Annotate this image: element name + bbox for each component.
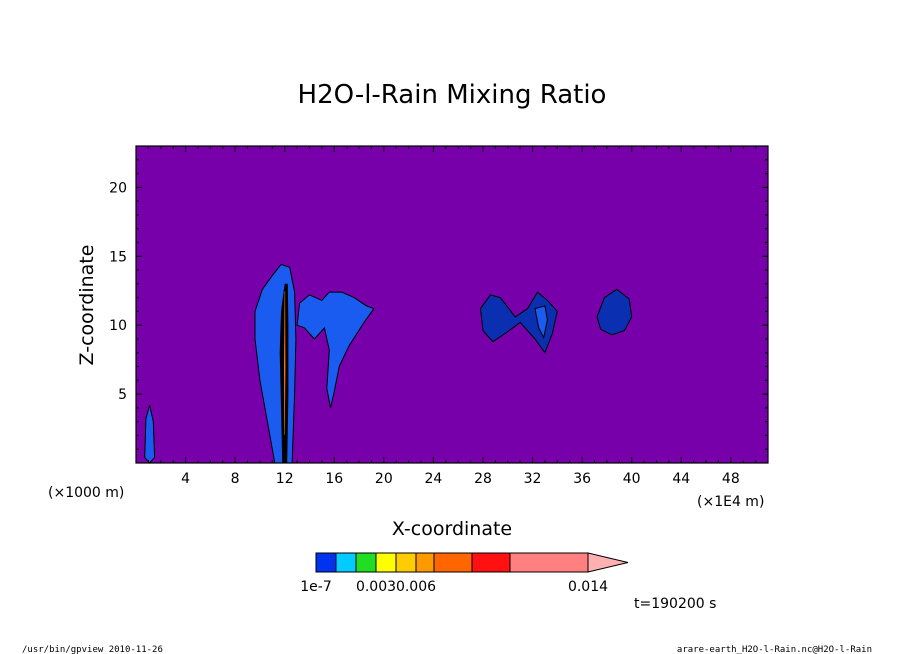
x-axis: 4 8 12 16 20 24 28 32 36 40 44 48 <box>147 146 757 487</box>
plot-area <box>135 145 769 464</box>
y-tick-label: 5 <box>118 387 127 403</box>
contour-region-cloud-16 <box>296 291 375 409</box>
x-unit-right: (×1E4 m) <box>697 494 764 510</box>
colorbar-swatch <box>433 552 473 573</box>
x-tick-label: 16 <box>325 471 343 487</box>
x-tick-label: 24 <box>424 471 442 487</box>
footer-right: arare-earth_H2O-l-Rain.nc@H2O-l-Rain <box>677 645 872 654</box>
colorbar-swatch <box>471 552 511 573</box>
x-tick-label: 40 <box>623 471 641 487</box>
colorbar-swatch <box>395 552 417 573</box>
colorbar-swatch <box>375 552 397 573</box>
colorbar-tick-label: 1e-7 <box>300 579 331 595</box>
colorbar <box>315 552 629 573</box>
colorbar-swatch <box>335 552 357 573</box>
footer-left: /usr/bin/gpview 2010-11-26 <box>22 645 163 654</box>
plot-background <box>136 146 768 463</box>
x-tick-label: 28 <box>474 471 492 487</box>
colorbar-extend-arrow <box>587 552 629 573</box>
contour-region-core-12-orange <box>282 290 287 436</box>
y-axis-label: Z-coordinate <box>76 245 98 366</box>
x-unit-left: (×1000 m) <box>48 485 124 501</box>
contour-region-cloud-30-inner <box>534 305 548 340</box>
x-tick-label: 8 <box>231 471 240 487</box>
x-tick-label: 48 <box>722 471 740 487</box>
y-tick-label: 10 <box>109 318 127 334</box>
x-tick-label: 44 <box>672 471 690 487</box>
y-tick-label: 20 <box>109 180 127 196</box>
colorbar-labels: 1e-7 0.003 0.006 0.014 <box>300 579 608 595</box>
x-tick-label: 12 <box>276 471 294 487</box>
y-tick-label: 15 <box>109 249 127 265</box>
colorbar-tick-label: 0.003 <box>356 579 396 595</box>
y-axis: 5 10 15 20 <box>109 159 768 450</box>
time-label: t=190200 s <box>634 596 716 612</box>
colorbar-tick-label: 0.006 <box>396 579 436 595</box>
x-tick-label: 4 <box>181 471 190 487</box>
colorbar-tick-label: 0.014 <box>568 579 608 595</box>
x-tick-label: 20 <box>375 471 393 487</box>
chart-title: H2O-l-Rain Mixing Ratio <box>298 80 607 110</box>
x-axis-label: X-coordinate <box>392 518 512 540</box>
colorbar-swatch <box>509 552 589 573</box>
x-tick-label: 36 <box>573 471 591 487</box>
colorbar-swatch <box>355 552 377 573</box>
plot-frame <box>135 145 769 464</box>
contour-region-cloud-39 <box>596 288 633 336</box>
colorbar-swatch <box>315 552 337 573</box>
x-tick-label: 32 <box>524 471 542 487</box>
colorbar-swatch <box>415 552 435 573</box>
